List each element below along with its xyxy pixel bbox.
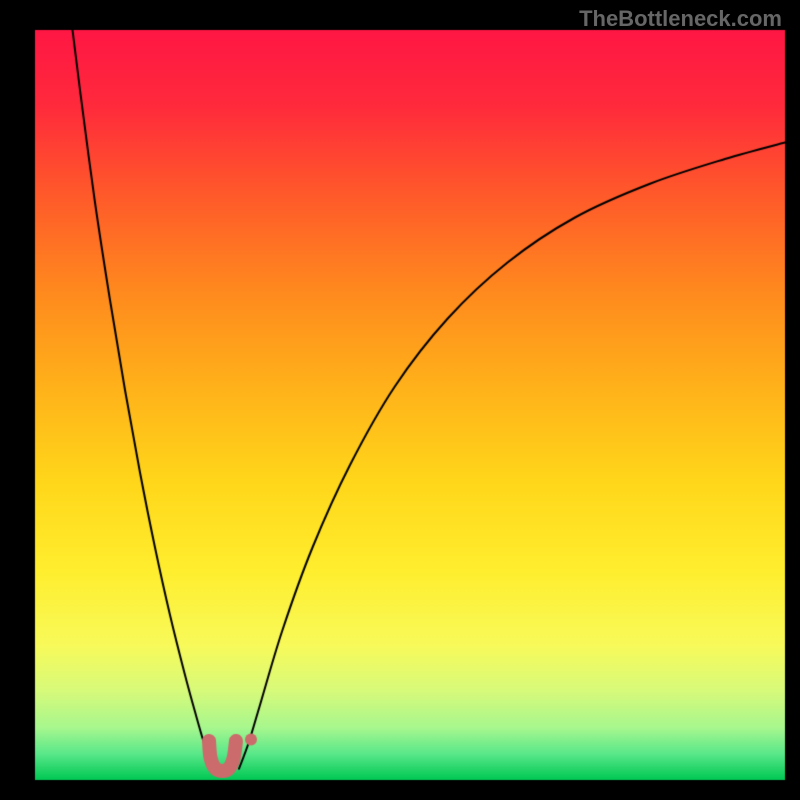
bottleneck-curve-chart: [0, 0, 800, 800]
chart-stage: TheBottleneck.com: [0, 0, 800, 800]
